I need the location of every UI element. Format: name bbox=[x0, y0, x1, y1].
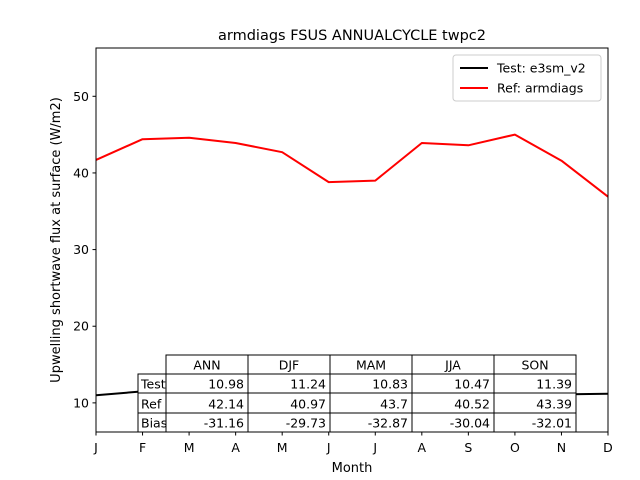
y-axis: 10 20 30 40 50 bbox=[73, 89, 96, 410]
table-cell-value: 10.83 bbox=[372, 377, 408, 392]
y-tick-label: 40 bbox=[73, 165, 89, 180]
y-tick-label: 20 bbox=[73, 319, 89, 334]
legend-label: Test: e3sm_v2 bbox=[496, 61, 586, 76]
table-cell-value: -32.87 bbox=[368, 416, 408, 431]
stats-table: ANN DJF MAM JJA SON Test 10.98 11.24 10.83 10.47 1… bbox=[96, 354, 608, 433]
x-tick-label: J bbox=[93, 440, 98, 455]
table-cell-value: 11.24 bbox=[290, 377, 326, 392]
x-tick-label: A bbox=[231, 440, 240, 455]
table-row-label: Bias bbox=[141, 416, 167, 431]
x-axis-label: Month bbox=[332, 461, 373, 476]
table-cell-value: 42.14 bbox=[208, 397, 244, 412]
table-cell-value: -29.73 bbox=[286, 416, 326, 431]
table-cell-value: 40.52 bbox=[454, 397, 490, 412]
table-cell-value: 10.47 bbox=[454, 377, 490, 392]
legend: Test: e3sm_v2 Ref: armdiags bbox=[452, 54, 602, 102]
table-header-text: ANN bbox=[193, 358, 220, 373]
x-tick-label: J bbox=[372, 440, 377, 455]
table-row-label: Test bbox=[140, 377, 166, 392]
table-header-text: SON bbox=[521, 358, 548, 373]
legend-label: Ref: armdiags bbox=[497, 81, 583, 96]
table-cell-value: 11.39 bbox=[536, 377, 572, 392]
x-tick-label: F bbox=[139, 440, 146, 455]
table-cell-value: -30.04 bbox=[450, 416, 490, 431]
x-tick-label: S bbox=[464, 440, 472, 455]
table-cell-value: 43.39 bbox=[536, 397, 572, 412]
table-cell-value: -32.01 bbox=[532, 416, 572, 431]
table-cell-value: 43.7 bbox=[380, 397, 408, 412]
table-cell-value: 10.98 bbox=[208, 377, 244, 392]
x-tick-label: M bbox=[277, 440, 288, 455]
y-tick-label: 50 bbox=[73, 89, 89, 104]
chart-title: armdiags FSUS ANNUALCYCLE twpc2 bbox=[218, 28, 486, 44]
series-line-1 bbox=[95, 133, 609, 198]
table-row-label: Ref bbox=[141, 397, 162, 412]
y-axis-label: Upwelling shortwave flux at surface (W/m… bbox=[49, 97, 64, 383]
x-tick-label: N bbox=[557, 440, 566, 455]
y-tick-label: 30 bbox=[73, 242, 89, 257]
table-cell-value: 40.97 bbox=[290, 397, 326, 412]
x-tick-label: J bbox=[326, 440, 331, 455]
x-tick-label: A bbox=[418, 440, 427, 455]
y-tick-label: 10 bbox=[73, 395, 89, 410]
x-tick-label: D bbox=[603, 440, 613, 455]
legend-box bbox=[452, 54, 602, 102]
table-header-text: DJF bbox=[279, 358, 300, 373]
x-tick-label: M bbox=[184, 440, 195, 455]
x-tick-label: O bbox=[510, 440, 520, 455]
table-cell-value: -31.16 bbox=[204, 416, 244, 431]
plot-frame bbox=[95, 47, 609, 433]
table-header-text: JJA bbox=[444, 358, 461, 373]
table-header-text: MAM bbox=[356, 358, 386, 373]
